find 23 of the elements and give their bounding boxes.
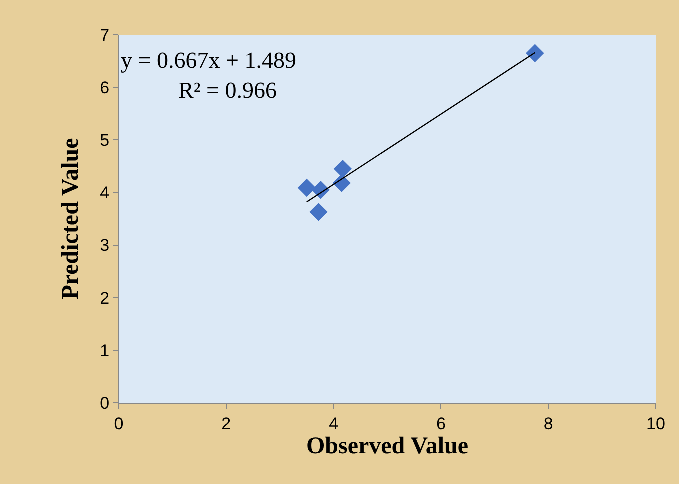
y-tick-label: 7 <box>100 26 110 45</box>
x-tick-label: 10 <box>646 414 666 434</box>
y-axis-title: Predicted Value <box>58 138 84 300</box>
y-tick-label: 1 <box>100 341 110 360</box>
x-tick-label: 8 <box>544 414 554 434</box>
x-axis-title: Observed Value <box>306 433 469 460</box>
y-tick-label: 6 <box>100 78 110 98</box>
x-tick-label: 0 <box>114 414 124 434</box>
y-tick-label: 0 <box>100 394 110 413</box>
x-tick-label: 4 <box>329 414 339 434</box>
point <box>298 178 316 198</box>
x-tick-label: 6 <box>436 414 446 434</box>
y-tick-label: 3 <box>100 236 110 256</box>
y-tick-label: 5 <box>100 131 110 150</box>
point <box>310 203 328 222</box>
point <box>312 180 330 200</box>
annotation: y = 0.667x + 1.489 <box>121 48 296 73</box>
point <box>334 160 352 178</box>
x-tick-label: 2 <box>222 414 232 434</box>
annotation: R² = 0.966 <box>121 78 277 103</box>
y-tick-label: 2 <box>100 288 110 308</box>
y-tick-label: 4 <box>100 184 110 203</box>
point <box>526 44 544 62</box>
